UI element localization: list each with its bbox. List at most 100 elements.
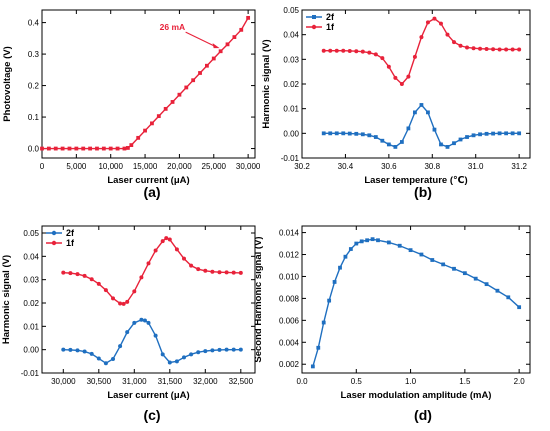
data-point — [334, 48, 339, 53]
data-point — [170, 100, 175, 104]
data-point — [96, 356, 101, 361]
data-point — [146, 320, 151, 325]
data-point — [121, 301, 126, 306]
data-point — [174, 359, 179, 364]
data-point — [412, 54, 417, 59]
x-axis-label: Laser temperature (℃) — [364, 175, 467, 186]
data-point — [399, 82, 404, 86]
data-point — [458, 43, 463, 48]
data-point — [393, 145, 398, 149]
series-line — [323, 17, 520, 86]
y-tick-label: 0.05 — [23, 229, 39, 238]
data-point — [491, 47, 496, 52]
x-tick-label: 30,500 — [87, 377, 112, 386]
data-point — [239, 27, 244, 32]
data-point — [89, 351, 94, 356]
x-tick-label: 31.2 — [511, 162, 527, 171]
data-point — [132, 289, 137, 294]
data-point — [441, 262, 446, 267]
x-tick-label: 32,000 — [193, 377, 218, 386]
data-point — [163, 106, 168, 111]
panel-a: 0 5,000 10,000 15,000 20,000 25,000 30,000 0.0 0… — [2, 9, 261, 200]
data-point — [74, 146, 79, 151]
x-tick-label: 5,000 — [66, 162, 87, 171]
y-tick-label: 0.04 — [23, 252, 39, 261]
data-point — [497, 47, 502, 52]
plot-frame — [301, 225, 531, 374]
data-point — [328, 48, 333, 53]
x-tick-label: 32,500 — [229, 377, 254, 386]
y-tick-label: 0.05 — [283, 6, 299, 15]
data-point — [129, 143, 134, 147]
x-tick-label: 30,000 — [236, 162, 261, 171]
series-1f — [61, 236, 243, 306]
data-point — [125, 146, 130, 150]
data-point — [432, 16, 437, 21]
data-point — [67, 146, 72, 151]
x-tick-label: 2.0 — [514, 377, 526, 386]
data-point — [462, 271, 467, 276]
x-tick-label: 30,000 — [51, 377, 76, 386]
data-point — [438, 21, 443, 26]
y-tick-label: 0.02 — [23, 299, 39, 308]
data-point — [118, 301, 123, 306]
x-tick-label: 31.0 — [468, 162, 484, 171]
data-point — [139, 275, 144, 280]
data-point — [46, 146, 51, 151]
plot-frame — [301, 9, 531, 159]
data-point — [348, 247, 353, 251]
data-point — [506, 295, 511, 300]
data-point — [354, 241, 359, 246]
data-point — [210, 269, 215, 274]
y-tick-label: 0.1 — [28, 113, 40, 122]
y-tick-label: 0.3 — [28, 50, 40, 59]
data-point — [343, 254, 348, 259]
data-point — [445, 32, 450, 37]
data-point — [177, 92, 182, 97]
y-axis-label: Second Harmonic signal (V) — [253, 236, 264, 362]
data-point — [246, 15, 251, 20]
data-point — [484, 131, 489, 136]
data-point — [156, 114, 161, 119]
data-point — [310, 364, 315, 369]
y-tick-label: 0.02 — [283, 80, 299, 89]
x-tick-label: 0.0 — [296, 377, 308, 386]
data-point — [142, 318, 147, 323]
data-point — [471, 46, 476, 51]
data-point — [224, 270, 229, 275]
data-point — [111, 296, 115, 301]
data-point — [231, 347, 236, 352]
x-tick-label: 30.8 — [424, 162, 440, 171]
data-point — [153, 333, 158, 338]
data-point — [380, 138, 385, 143]
y-tick-label: 0.014 — [279, 229, 300, 238]
y-tick-label: 0.4 — [28, 19, 40, 28]
y-tick-label: -0.01 — [21, 369, 40, 378]
panel-label: (b) — [414, 184, 432, 200]
data-point — [182, 355, 186, 360]
data-point — [238, 270, 243, 275]
data-point — [218, 49, 223, 54]
data-point — [517, 47, 522, 52]
x-tick-label: 30.4 — [338, 162, 354, 171]
data-point — [167, 237, 172, 242]
data-point — [182, 256, 186, 261]
data-point — [332, 280, 337, 284]
data-point — [81, 146, 86, 151]
data-point — [393, 75, 398, 80]
legend-marker — [312, 15, 316, 19]
data-point — [334, 131, 339, 136]
y-tick-label: 0.012 — [279, 251, 300, 260]
data-point — [484, 282, 489, 287]
data-point — [125, 330, 130, 335]
y-tick-label: 0.00 — [283, 129, 299, 138]
data-point — [82, 349, 87, 354]
x-tick-label: 25,000 — [202, 162, 227, 171]
data-point — [321, 48, 326, 53]
data-point — [217, 270, 222, 275]
y-tick-label: 0.00 — [23, 346, 39, 355]
data-point — [510, 131, 515, 136]
data-point — [367, 50, 372, 55]
data-point — [132, 320, 137, 325]
